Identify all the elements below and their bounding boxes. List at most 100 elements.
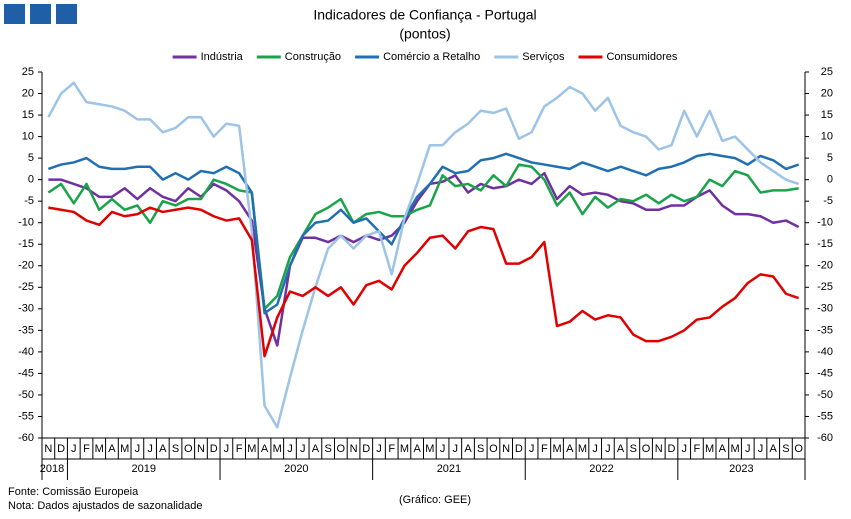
y2-tick-label: -60 [817,432,833,444]
y2-tick-label: 5 [827,152,833,164]
x-tick-label: N [655,443,663,455]
y2-tick-label: 25 [821,66,833,78]
x-tick-label: A [108,443,116,455]
y-tick-label: -35 [18,324,34,336]
x-tick-label: A [719,443,727,455]
x-tick-label: J [300,443,306,455]
y2-tick-label: -15 [817,238,833,250]
series-line [48,206,800,358]
x-tick-label: D [57,443,65,455]
x-tick-label: J [224,443,230,455]
legend-label: Serviços [522,51,565,63]
y-tick-label: -40 [18,346,34,358]
y2-tick-label: -10 [817,217,833,229]
x-tick-label: O [489,443,498,455]
x-tick-label: F [83,443,90,455]
y2-tick-label: -50 [817,389,833,401]
x-tick-label: F [541,443,548,455]
series-line [47,163,799,311]
y-tick-label: -15 [18,238,34,250]
x-tick-label: A [159,443,167,455]
legend-label: Consumidores [606,51,677,63]
x-tick-label: J [745,443,751,455]
credit: (Gráfico: GEE) [399,494,471,506]
source-note: Fonte: Comissão Europeia [8,486,139,498]
x-tick-label: J [440,443,446,455]
year-label: 2023 [729,463,753,475]
x-tick-label: N [44,443,52,455]
y-tick-label: -60 [18,432,34,444]
y-tick-label: -30 [18,303,34,315]
logo-block [4,4,25,24]
y-tick-label: -10 [18,217,34,229]
x-tick-label: M [120,443,129,455]
chart-subtitle: (pontos) [399,26,450,42]
x-tick-label: J [453,443,459,455]
x-tick-label: A [261,443,269,455]
x-tick-label: A [413,443,421,455]
x-tick-label: S [630,443,637,455]
year-label: 2018 [40,463,64,475]
x-tick-label: S [172,443,179,455]
y2-tick-label: 10 [821,130,833,142]
x-tick-label: M [552,443,561,455]
chart-title: Indicadores de Confiança - Portugal [313,7,536,23]
y2-tick-label: -20 [817,260,833,272]
y-tick-label: 0 [28,174,34,186]
y2-tick-label: -30 [817,303,833,315]
year-label: 2020 [284,463,308,475]
x-tick-label: O [642,443,651,455]
x-tick-label: J [529,443,535,455]
x-tick-label: M [578,443,587,455]
y2-tick-label: -40 [817,346,833,358]
x-tick-label: O [337,443,346,455]
x-tick-label: M [247,443,256,455]
y2-tick-label: -5 [823,195,833,207]
y2-tick-label: -35 [817,324,833,336]
x-tick-label: N [350,443,358,455]
x-tick-label: A [617,443,625,455]
y2-tick-label: 20 [821,87,833,99]
x-tick-label: J [758,443,764,455]
x-tick-label: J [605,443,611,455]
x-tick-label: J [147,443,153,455]
x-tick-label: M [400,443,409,455]
y-tick-label: 20 [22,87,34,99]
year-label: 2019 [131,463,155,475]
series-line [47,81,800,429]
x-tick-label: J [376,443,382,455]
y-tick-label: -5 [24,195,34,207]
legend-label: Indústria [201,51,244,63]
y-tick-label: -20 [18,260,34,272]
y2-tick-label: -55 [817,410,833,422]
x-tick-label: F [694,443,701,455]
x-tick-label: D [515,443,523,455]
x-tick-label: O [794,443,803,455]
x-tick-label: A [464,443,472,455]
y-tick-label: 5 [28,152,34,164]
x-tick-label: N [502,443,510,455]
x-tick-label: O [184,443,193,455]
y2-tick-label: -45 [817,367,833,379]
y-tick-label: -45 [18,367,34,379]
year-label: 2022 [589,463,613,475]
legend-label: Comércio a Retalho [383,51,480,63]
x-tick-label: M [95,443,104,455]
x-tick-label: S [324,443,331,455]
x-tick-label: J [681,443,687,455]
y2-tick-label: 15 [821,109,833,121]
x-tick-label: A [312,443,320,455]
x-tick-label: A [566,443,574,455]
x-tick-label: M [705,443,714,455]
x-tick-label: D [210,443,218,455]
series-line [47,152,800,315]
legend-label: Construção [285,51,341,63]
x-tick-label: J [592,443,598,455]
series-line [48,171,800,347]
y-tick-label: -25 [18,281,34,293]
x-tick-label: F [388,443,395,455]
y-tick-label: 10 [22,130,34,142]
x-tick-label: J [287,443,293,455]
x-tick-label: M [425,443,434,455]
